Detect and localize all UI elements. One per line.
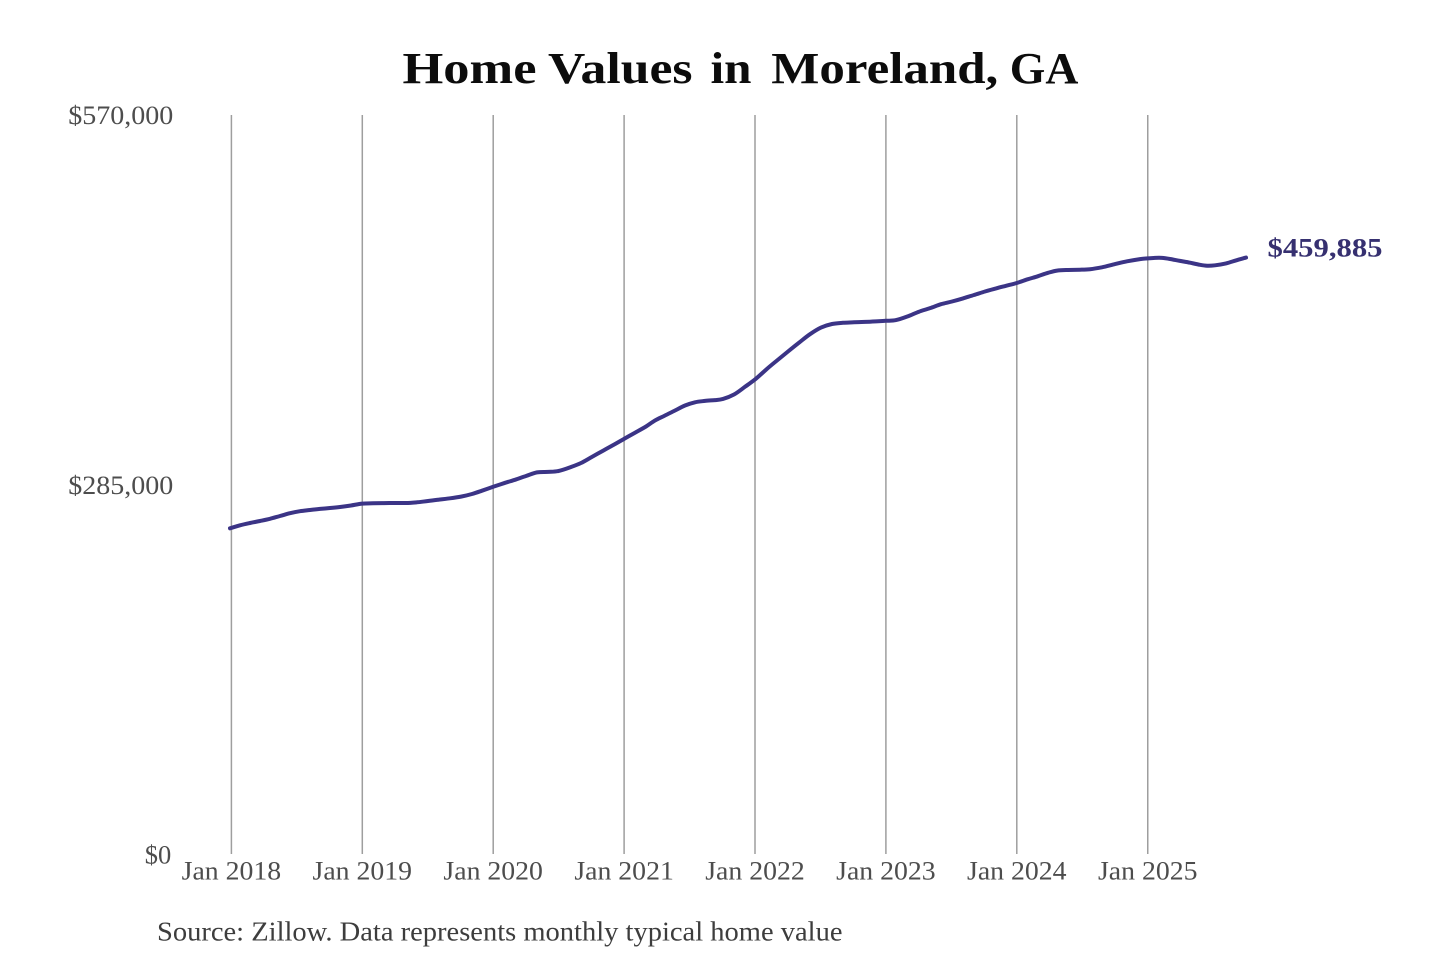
svg-text:Source: Zillow. Data represent: Source: Zillow. Data represents monthly … xyxy=(157,916,843,946)
svg-text:Jan 2019: Jan 2019 xyxy=(313,856,413,885)
svg-text:$285,000: $285,000 xyxy=(68,471,173,500)
svg-text:GA: GA xyxy=(1010,44,1079,93)
svg-text:Values: Values xyxy=(548,44,693,93)
svg-text:Jan 2024: Jan 2024 xyxy=(967,856,1067,885)
svg-text:Jan 2018: Jan 2018 xyxy=(182,856,282,885)
svg-text:$0: $0 xyxy=(145,841,172,870)
svg-text:Jan 2025: Jan 2025 xyxy=(1098,856,1198,885)
svg-text:in: in xyxy=(711,44,752,93)
svg-text:$459,885: $459,885 xyxy=(1268,233,1383,262)
svg-text:Home: Home xyxy=(403,44,537,93)
svg-text:Jan 2022: Jan 2022 xyxy=(705,856,805,885)
svg-text:Jan 2021: Jan 2021 xyxy=(574,856,674,885)
svg-text:Moreland,: Moreland, xyxy=(771,44,998,93)
svg-text:Jan 2020: Jan 2020 xyxy=(443,856,543,885)
svg-text:Jan 2023: Jan 2023 xyxy=(836,856,936,885)
svg-text:$570,000: $570,000 xyxy=(68,101,173,130)
